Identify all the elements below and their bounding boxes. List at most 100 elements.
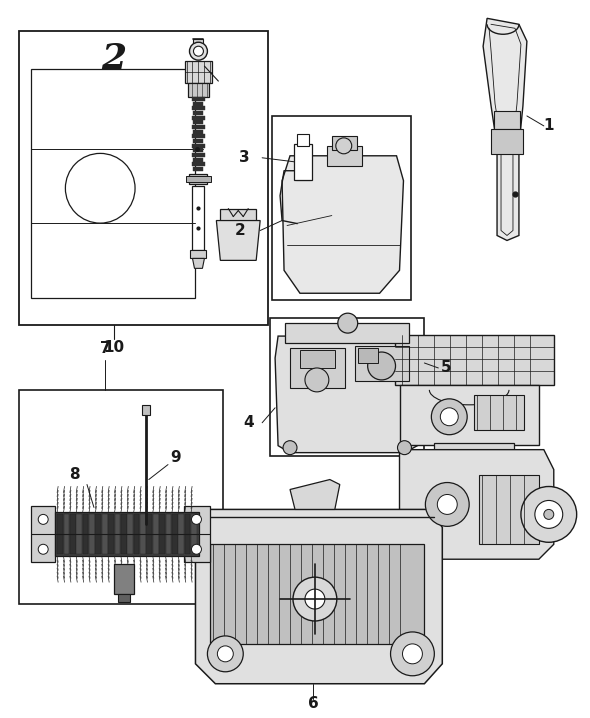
Polygon shape	[483, 19, 527, 241]
Bar	[57, 514, 63, 554]
Polygon shape	[282, 156, 404, 293]
Circle shape	[192, 544, 201, 554]
Bar	[194, 167, 204, 171]
Polygon shape	[217, 220, 260, 261]
Polygon shape	[399, 449, 554, 559]
Bar	[96, 514, 101, 554]
Bar	[192, 116, 205, 120]
Bar	[194, 102, 204, 106]
Bar	[142, 405, 150, 415]
Bar	[194, 149, 204, 152]
Bar	[327, 146, 362, 166]
Text: 6: 6	[307, 696, 318, 711]
Text: 7: 7	[100, 340, 110, 355]
Text: 4: 4	[243, 415, 254, 430]
Bar	[70, 514, 76, 554]
Circle shape	[440, 408, 458, 426]
Bar	[192, 186, 204, 251]
Circle shape	[391, 632, 434, 676]
Bar	[474, 395, 524, 430]
Circle shape	[217, 646, 233, 662]
Circle shape	[402, 644, 422, 664]
Bar	[285, 323, 409, 343]
Circle shape	[189, 42, 208, 60]
Bar	[19, 390, 224, 604]
Bar	[479, 475, 539, 544]
Bar	[358, 348, 378, 363]
Bar	[178, 514, 184, 554]
Bar	[185, 514, 191, 554]
Bar	[272, 116, 411, 300]
Bar	[300, 350, 335, 368]
Polygon shape	[183, 506, 211, 562]
Circle shape	[336, 138, 352, 154]
Bar	[55, 513, 199, 556]
Text: 1: 1	[543, 118, 554, 134]
Bar	[114, 514, 120, 554]
Bar	[192, 97, 205, 101]
Bar	[194, 158, 204, 162]
Bar	[194, 121, 204, 124]
Text: 9: 9	[171, 450, 181, 465]
Bar	[192, 153, 205, 157]
Text: 8: 8	[68, 467, 80, 482]
Bar	[19, 32, 268, 325]
Bar	[192, 106, 205, 111]
Bar	[118, 594, 130, 602]
Bar	[127, 514, 133, 554]
Bar	[194, 130, 204, 134]
Bar	[294, 144, 312, 180]
Bar	[494, 111, 520, 129]
Bar	[220, 209, 256, 225]
Bar	[153, 514, 159, 554]
Circle shape	[194, 46, 204, 56]
Text: 3: 3	[239, 150, 250, 165]
Circle shape	[535, 500, 563, 528]
Polygon shape	[275, 336, 417, 452]
Bar	[172, 514, 178, 554]
Circle shape	[283, 441, 297, 454]
Circle shape	[38, 544, 48, 554]
Circle shape	[521, 487, 576, 542]
Text: 2: 2	[235, 223, 245, 238]
Bar	[192, 144, 205, 148]
Bar	[140, 514, 146, 554]
Text: 10: 10	[103, 340, 124, 355]
Bar	[191, 514, 197, 554]
Circle shape	[368, 352, 395, 380]
Bar	[194, 39, 204, 52]
Bar	[399, 385, 539, 444]
Circle shape	[293, 577, 337, 621]
Bar	[83, 514, 88, 554]
Bar	[166, 514, 171, 554]
Bar	[191, 251, 206, 258]
Circle shape	[338, 313, 358, 333]
Circle shape	[425, 482, 469, 526]
Polygon shape	[290, 480, 340, 509]
Bar	[121, 514, 127, 554]
Bar	[270, 318, 424, 456]
Circle shape	[398, 441, 411, 454]
Bar	[134, 514, 139, 554]
Bar	[192, 125, 205, 129]
Circle shape	[192, 514, 201, 524]
Circle shape	[65, 154, 135, 223]
Bar	[189, 174, 208, 184]
Circle shape	[544, 509, 554, 519]
Bar	[108, 514, 114, 554]
Circle shape	[38, 514, 48, 524]
Bar	[185, 61, 212, 83]
Bar	[194, 139, 204, 143]
Bar	[146, 514, 152, 554]
Circle shape	[305, 368, 329, 392]
Text: 5: 5	[441, 360, 451, 376]
Bar	[192, 134, 205, 139]
Circle shape	[208, 636, 243, 672]
Bar	[188, 83, 209, 97]
Bar	[290, 348, 345, 388]
Bar	[76, 514, 82, 554]
Bar	[434, 443, 514, 462]
Bar	[211, 544, 424, 644]
Polygon shape	[192, 258, 204, 269]
Bar	[102, 514, 107, 554]
